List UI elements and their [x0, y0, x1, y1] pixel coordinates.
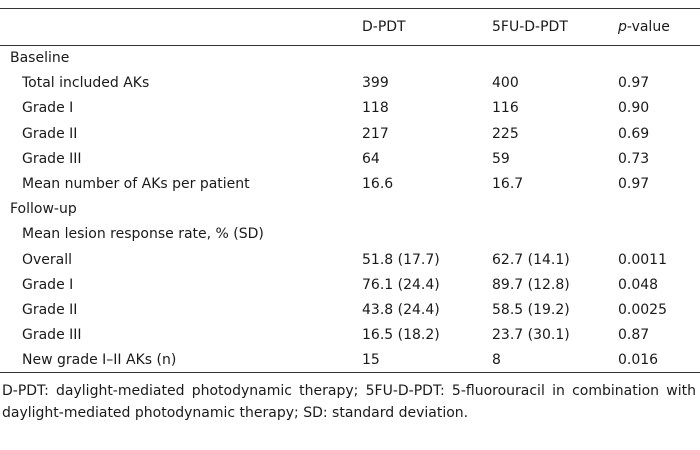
cell: 0.016 — [618, 352, 659, 369]
row-label: Grade II — [22, 301, 78, 318]
cell: 23.7 (30.1) — [492, 327, 570, 344]
data-row: Grade I 76.1 (24.4) 89.7 (12.8) 0.048 — [0, 272, 700, 297]
cell: 51.8 (17.7) — [362, 251, 440, 268]
cell: 64 — [362, 150, 380, 167]
cell: 59 — [492, 150, 510, 167]
cell: 15 — [362, 352, 380, 369]
table-header: D-PDT 5FU-D-PDT p-value — [0, 8, 700, 46]
p-value-header: p-value — [618, 19, 670, 35]
section-row: Baseline — [0, 46, 700, 71]
cell: 16.6 — [362, 176, 394, 193]
row-label: Grade III — [22, 327, 82, 344]
cell: 43.8 (24.4) — [362, 301, 440, 318]
cell: 0.97 — [618, 75, 650, 92]
cell: 0.90 — [618, 100, 650, 117]
row-label: Mean number of AKs per patient — [22, 176, 250, 193]
cell: 0.0025 — [618, 301, 667, 318]
data-row: New grade I–II AKs (n) 15 8 0.016 — [0, 348, 700, 373]
row-label: Grade I — [22, 100, 74, 117]
data-row: Mean number of AKs per patient 16.6 16.7 0.… — [0, 171, 700, 196]
cell: 217 — [362, 125, 389, 142]
header-empty — [0, 9, 362, 46]
table-body: Baseline Total included AKs 399 400 0.97 Grad… — [0, 46, 700, 373]
header-cell: D-PDT — [362, 19, 406, 35]
cell: 8 — [492, 352, 501, 369]
data-row: Grade I 118 116 0.90 — [0, 96, 700, 121]
cell: 0.048 — [618, 276, 659, 293]
data-row: Total included AKs 399 400 0.97 — [0, 71, 700, 96]
data-row: Grade II 217 225 0.69 — [0, 121, 700, 146]
cell: 16.7 — [492, 176, 524, 193]
data-row: Grade III 16.5 (18.2) 23.7 (30.1) 0.87 — [0, 323, 700, 348]
header-row: D-PDT 5FU-D-PDT p-value — [0, 8, 700, 46]
cell: 400 — [492, 75, 519, 92]
data-row: Mean lesion response rate, % (SD) — [0, 222, 700, 247]
cell: 0.69 — [618, 125, 650, 142]
header-cell: 5FU-D-PDT — [492, 19, 568, 35]
row-label: New grade I–II AKs (n) — [22, 352, 177, 369]
cell: 76.1 (24.4) — [362, 276, 440, 293]
header-cell: p-value — [618, 9, 700, 46]
cell: 0.0011 — [618, 251, 667, 268]
row-label: Total included AKs — [22, 75, 150, 92]
cell: 116 — [492, 100, 519, 117]
cell: 89.7 (12.8) — [492, 276, 570, 293]
cell: 225 — [492, 125, 519, 142]
row-label: Mean lesion response rate, % (SD) — [22, 226, 264, 243]
data-row: Grade II 43.8 (24.4) 58.5 (19.2) 0.0025 — [0, 297, 700, 322]
row-label: Grade II — [22, 125, 78, 142]
section-row: Follow-up — [0, 197, 700, 222]
cell: 16.5 (18.2) — [362, 327, 440, 344]
section-title: Baseline — [10, 50, 70, 67]
data-row: Overall 51.8 (17.7) 62.7 (14.1) 0.0011 — [0, 247, 700, 272]
cell: 0.87 — [618, 327, 650, 344]
cell: 118 — [362, 100, 389, 117]
row-label: Grade I — [22, 276, 74, 293]
cell: 58.5 (19.2) — [492, 301, 570, 318]
section-title: Follow-up — [10, 201, 77, 218]
row-label: Overall — [22, 251, 73, 268]
cell: 0.97 — [618, 176, 650, 193]
footnote: D-PDT: daylight-mediated photodynamic th… — [2, 383, 696, 421]
row-label: Grade III — [22, 150, 82, 167]
results-table: D-PDT 5FU-D-PDT p-value Baseline Total in… — [0, 8, 700, 373]
data-row: Grade III 64 59 0.73 — [0, 146, 700, 171]
cell: 62.7 (14.1) — [492, 251, 570, 268]
cell: 0.73 — [618, 150, 650, 167]
cell: 399 — [362, 75, 389, 92]
